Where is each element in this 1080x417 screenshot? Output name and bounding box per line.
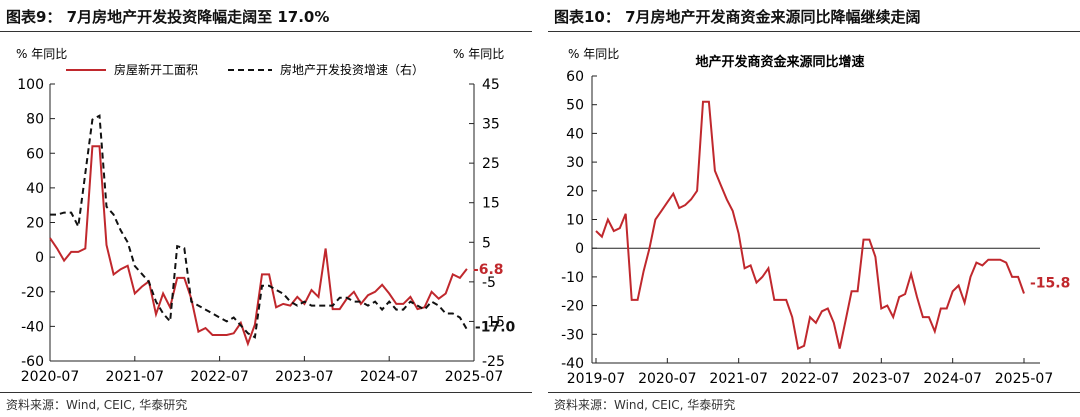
left-y-tick-label: -40: [21, 319, 44, 335]
right-y-tick-label: 25: [482, 156, 500, 172]
left-y-tick-label: 40: [26, 181, 44, 197]
left-chart-title: 图表9： 7月房地产开发投资降幅走阔至 17.0%: [6, 8, 330, 26]
left-y-tick-label: 80: [26, 112, 44, 128]
y-tick-label: 60: [566, 69, 584, 85]
x-tick-label: 2024-07: [360, 369, 419, 385]
y-tick-label: -30: [561, 327, 584, 343]
chart-inner-title: 地产开发商资金来源同比增速: [695, 54, 864, 70]
x-tick-label: 2021-07: [106, 369, 165, 385]
legend-label-investment: 房地产开发投资增速（右）: [280, 62, 424, 77]
right-y-tick-label: -15: [482, 314, 505, 330]
left-source-rule: [0, 392, 532, 393]
right-y-unit-label: % 年同比: [453, 47, 504, 61]
end-label-new-starts: -6.8: [473, 262, 504, 278]
right-source-rule: [548, 392, 1080, 393]
y-tick-label: 20: [566, 184, 584, 200]
y-tick-label: -10: [561, 270, 584, 286]
y-tick-label: -20: [561, 299, 584, 315]
x-tick-label: 2022-07: [190, 369, 249, 385]
left-y-tick-label: 100: [17, 77, 44, 93]
x-tick-label: 2023-07: [852, 371, 911, 387]
end-label-funding: -15.8: [1030, 276, 1070, 292]
series-line-new-starts: [49, 145, 468, 347]
x-tick-label: 2021-07: [709, 371, 768, 387]
series-line-funding: [595, 100, 1025, 351]
right-title-rule: [548, 31, 1080, 32]
left-y-tick-label: 0: [35, 250, 44, 266]
right-chart-panel: 图表10： 7月房地产开发商资金来源同比降幅继续走阔 % 年同比地产开发商资金来…: [548, 0, 1080, 417]
end-label-investment: -17.0: [475, 319, 516, 335]
x-tick-label: 2020-07: [638, 371, 697, 387]
y-tick-label: 30: [566, 155, 584, 171]
x-tick-label: 2019-07: [567, 371, 626, 387]
y-tick-label: 0: [575, 241, 584, 257]
left-y-tick-label: 20: [26, 216, 44, 232]
left-title-rule: [0, 31, 532, 32]
y-unit-label: % 年同比: [568, 47, 619, 61]
left-y-tick-label: -60: [21, 354, 44, 370]
right-y-tick-label: 5: [482, 235, 491, 251]
left-y-unit-label: % 年同比: [16, 47, 67, 61]
left-chart-panel: 图表9： 7月房地产开发投资降幅走阔至 17.0% % 年同比 % 年同比房屋新开…: [0, 0, 532, 417]
right-y-tick-label: 35: [482, 117, 500, 133]
left-y-tick-label: 60: [26, 146, 44, 162]
left-y-tick-label: -20: [21, 285, 44, 301]
series-line-investment: [50, 114, 468, 339]
right-source-note: 资料来源：Wind, CEIC, 华泰研究: [554, 398, 736, 412]
y-tick-label: 50: [566, 98, 584, 114]
x-tick-label: 2020-07: [21, 369, 80, 385]
x-tick-label: 2023-07: [275, 369, 334, 385]
right-y-tick-label: 15: [482, 196, 500, 212]
right-y-tick-label: -5: [482, 275, 496, 291]
right-y-tick-label: -25: [482, 354, 505, 370]
x-tick-label: 2025-07: [445, 369, 504, 385]
x-tick-label: 2022-07: [781, 371, 840, 387]
y-tick-label: 10: [566, 213, 584, 229]
y-tick-label: -40: [561, 356, 584, 372]
right-chart-title: 图表10： 7月房地产开发商资金来源同比降幅继续走阔: [554, 8, 921, 26]
y-tick-label: 40: [566, 126, 584, 142]
legend-label-new-starts: 房屋新开工面积: [114, 62, 198, 77]
x-tick-label: 2025-07: [995, 371, 1054, 387]
left-source-note: 资料来源：Wind, CEIC, 华泰研究: [6, 398, 188, 412]
x-tick-label: 2024-07: [923, 371, 982, 387]
right-y-tick-label: 45: [482, 77, 500, 93]
